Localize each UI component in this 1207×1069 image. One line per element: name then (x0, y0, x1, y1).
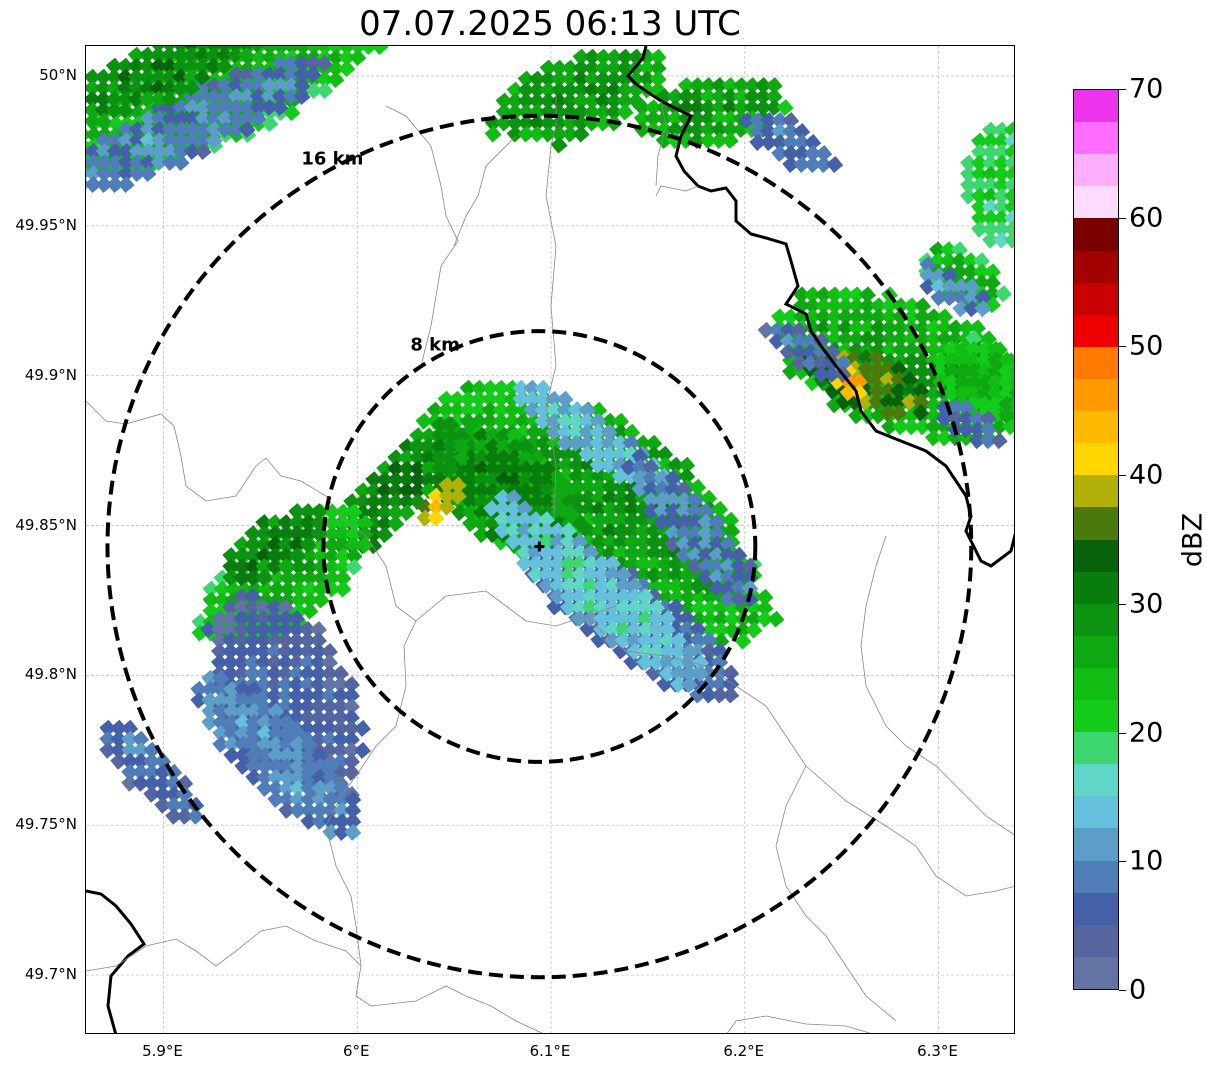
echo-cell (960, 121, 1014, 249)
colorbar-segment (1074, 795, 1118, 829)
country-border-north (625, 46, 1014, 568)
colorbar-tick-label: 30 (1129, 588, 1164, 620)
colorbar-segment (1074, 250, 1118, 283)
colorbar (1073, 89, 1119, 990)
echo-cell (483, 489, 709, 694)
lon-tick-label: 6.2°E (723, 1042, 765, 1060)
echo-cell (738, 112, 844, 173)
admin-border-6 (325, 620, 543, 1033)
radar-site-marker (534, 541, 545, 552)
admin-border-3 (385, 105, 459, 367)
colorbar-segment (1074, 539, 1118, 572)
admin-border-5 (655, 185, 699, 197)
radar-map[interactable]: 8 km 16 km (85, 45, 1015, 1034)
lon-tick-label: 5.9°E (142, 1042, 183, 1060)
colorbar-tick-label: 40 (1129, 459, 1164, 491)
lon-tick-label: 6.1°E (529, 1042, 571, 1060)
colorbar-tick-mark (1119, 861, 1126, 863)
colorbar-segment (1074, 185, 1118, 219)
echo-cell (86, 55, 333, 193)
colorbar-segment (1074, 603, 1118, 636)
admin-border-4 (453, 135, 517, 247)
range-ring (321, 329, 758, 764)
colorbar-tick-mark (1119, 603, 1126, 605)
colorbar-segment (1074, 699, 1118, 733)
colorbar-tick-label: 60 (1129, 202, 1164, 234)
colorbar-tick-label: 10 (1129, 845, 1164, 877)
admin-border-2 (545, 96, 557, 517)
echo-cell (919, 256, 992, 318)
echo-cell (416, 476, 467, 527)
colorbar-segment (1074, 667, 1118, 701)
admin-border-1 (86, 400, 617, 627)
lat-tick-label: 49.7°N (24, 965, 77, 984)
admin-border-10 (775, 765, 897, 1022)
colorbar-tick-label: 20 (1129, 717, 1164, 749)
range-ring-label: 16 km (301, 149, 363, 170)
admin-border-8 (585, 615, 1014, 897)
colorbar-tick-mark (1119, 217, 1126, 219)
colorbar-segment (1074, 506, 1118, 540)
colorbar-tick-mark (1119, 732, 1126, 734)
border-layer (86, 46, 1014, 1033)
colorbar-segment (1074, 89, 1118, 123)
colorbar-segment (1074, 924, 1118, 957)
country-border-southwest (86, 889, 147, 1033)
colorbar-segment (1074, 860, 1118, 893)
lon-tick-label: 6°E (342, 1042, 370, 1060)
echo-cell (757, 321, 852, 383)
range-rings: 8 km 16 km (105, 113, 974, 980)
lat-tick-label: 49.75°N (15, 815, 77, 834)
admin-border-11 (726, 1015, 871, 1033)
colorbar-segment (1074, 635, 1118, 668)
colorbar-segment (1074, 410, 1118, 444)
colorbar-segment (1074, 314, 1118, 347)
echo-cell (190, 669, 362, 841)
echo-cell (512, 379, 684, 507)
colorbar-segment (1074, 763, 1118, 797)
colorbar-segment (1074, 346, 1118, 379)
echo-cell (200, 587, 371, 803)
colorbar-segment (1074, 153, 1118, 187)
lat-tick-label: 49.8°N (24, 665, 77, 684)
admin-border-9 (860, 535, 1014, 836)
range-ring-label: 8 km (410, 335, 460, 356)
colorbar-segment (1074, 892, 1118, 925)
echo-cell (935, 399, 1008, 450)
colorbar-tick-label: 50 (1129, 330, 1164, 362)
colorbar-segment (1074, 282, 1118, 315)
colorbar-tick-mark (1119, 990, 1126, 991)
colorbar-tick-label: 70 (1129, 73, 1164, 105)
colorbar-tick-mark (1119, 475, 1126, 477)
colorbar-segment (1074, 827, 1118, 861)
lon-tick-label: 6.3°E (917, 1042, 958, 1060)
map-canvas: 8 km 16 km (86, 46, 1014, 1033)
echo-cell (222, 503, 328, 587)
colorbar-unit-label: dBZ (1177, 512, 1207, 568)
colorbar-segment (1074, 731, 1118, 765)
colorbar-tick-mark (1119, 89, 1126, 90)
admin-border-7 (86, 925, 362, 972)
colorbar-segment (1074, 442, 1118, 476)
reflectivity-layer (86, 46, 1014, 841)
colorbar-tick-label: 0 (1129, 974, 1147, 1006)
colorbar-segment (1074, 217, 1118, 251)
range-ring (105, 113, 974, 980)
colorbar-segment (1074, 121, 1118, 155)
colorbar-tick-mark (1119, 346, 1126, 348)
colorbar-segment (1074, 956, 1118, 989)
colorbar-segment (1074, 571, 1118, 604)
lat-tick-label: 49.95°N (15, 215, 77, 234)
colorbar-segment (1074, 474, 1118, 508)
map-title: 07.07.2025 06:13 UTC (359, 4, 741, 44)
lat-tick-label: 50°N (39, 65, 77, 84)
lat-tick-label: 49.85°N (15, 515, 77, 534)
colorbar-segment (1074, 378, 1118, 412)
echo-cell (620, 447, 759, 608)
echo-cell (86, 46, 266, 130)
admin-border-12 (655, 100, 667, 187)
lat-tick-label: 49.9°N (24, 365, 77, 384)
